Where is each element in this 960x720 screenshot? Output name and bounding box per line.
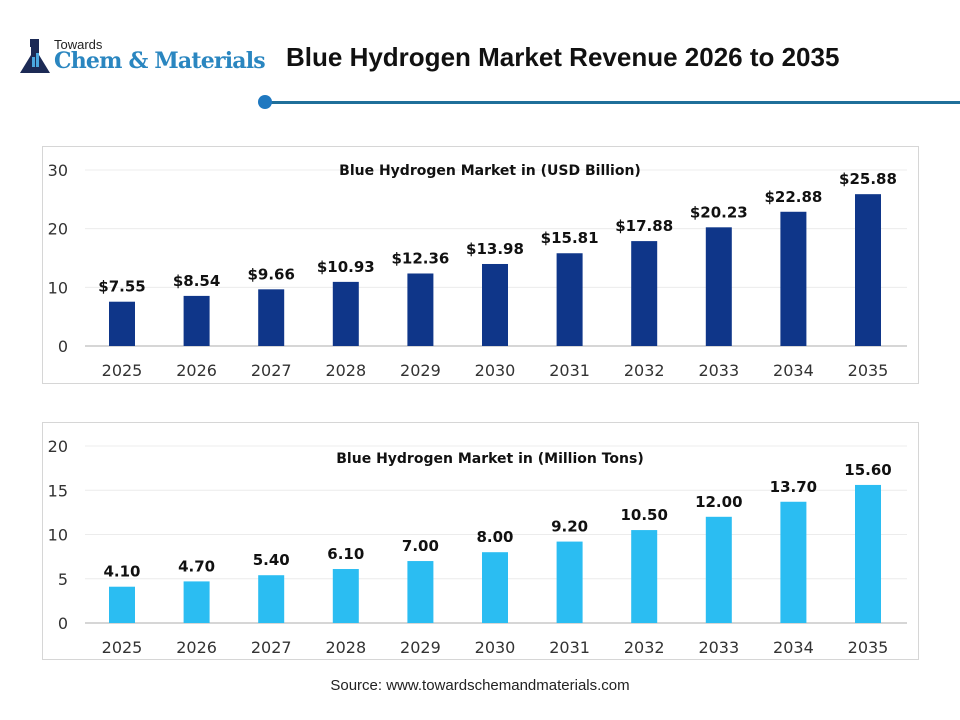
volume-bar [855,484,881,623]
volume-bar [705,516,732,623]
volume-xtick-label: 2027 [251,638,292,657]
revenue-xtick-label: 2026 [176,361,217,380]
volume-bar [109,586,135,623]
volume-xtick-label: 2026 [176,638,217,657]
revenue-bar [631,241,658,346]
volume-data-label: 10.50 [620,506,667,524]
revenue-xtick-label: 2031 [549,361,590,380]
revenue-xtick-label: 2034 [773,361,814,380]
volume-data-label: 5.40 [253,551,290,569]
revenue-data-label: $10.93 [317,258,375,276]
revenue-xtick-label: 2033 [698,361,739,380]
revenue-data-label: $20.23 [690,203,748,221]
revenue-xtick-label: 2030 [475,361,516,380]
volume-bar [631,530,658,623]
revenue-data-label: $9.66 [247,265,294,283]
revenue-data-label: $17.88 [615,217,673,235]
volume-ytick-label: 5 [58,570,68,589]
revenue-bar [482,263,508,346]
volume-xtick-label: 2025 [102,638,143,657]
volume-bar [407,561,434,623]
volume-xtick-label: 2030 [475,638,516,657]
revenue-bar [780,211,807,346]
revenue-bar [556,253,583,346]
volume-data-label: 15.60 [844,461,891,479]
volume-bar [332,569,359,623]
revenue-bar [332,281,359,346]
volume-data-label: 4.70 [178,557,215,575]
revenue-ytick-label: 0 [58,337,68,356]
volume-data-label: 7.00 [402,537,439,555]
volume-xtick-label: 2029 [400,638,441,657]
logo-line1: Towards [54,37,103,52]
volume-data-label: 4.10 [103,563,140,581]
revenue-xtick-label: 2029 [400,361,441,380]
volume-ytick-label: 10 [48,526,68,545]
volume-ytick-label: 0 [58,614,68,633]
revenue-bar [258,289,285,346]
volume-chart-frame [42,422,919,660]
revenue-ytick-label: 10 [48,278,68,297]
volume-bar [482,552,508,623]
volume-data-label: 6.10 [327,545,364,563]
volume-bar [183,581,210,623]
logo-line2: Chem & Materials [54,48,266,74]
title-divider [266,101,960,104]
revenue-xtick-label: 2032 [624,361,665,380]
revenue-xtick-label: 2035 [848,361,889,380]
source-note: Source: www.towardschemandmaterials.com [330,677,630,694]
volume-xtick-label: 2031 [549,638,590,657]
revenue-xtick-label: 2028 [325,361,366,380]
volume-data-label: 13.70 [770,478,817,496]
revenue-chart-title: Blue Hydrogen Market in (USD Billion) [339,163,641,179]
volume-bar [258,575,285,623]
revenue-bar [705,227,732,346]
revenue-data-label: $8.54 [173,272,220,290]
volume-xtick-label: 2033 [698,638,739,657]
revenue-chart-frame [42,146,919,384]
volume-xtick-label: 2035 [848,638,889,657]
page-title: Blue Hydrogen Market Revenue 2026 to 203… [286,42,840,72]
revenue-ytick-label: 20 [48,220,68,239]
volume-chart-title: Blue Hydrogen Market in (Million Tons) [336,451,643,467]
revenue-ytick-label: 30 [48,161,68,180]
revenue-bar [855,194,881,346]
divider-dot [258,95,272,109]
volume-ytick-label: 20 [48,437,68,456]
revenue-data-label: $12.36 [391,249,449,267]
revenue-bar [183,295,210,346]
revenue-bar [109,301,135,346]
flask-icon [20,39,50,73]
revenue-xtick-label: 2025 [102,361,143,380]
revenue-bar [407,273,434,346]
revenue-data-label: $22.88 [764,188,822,206]
volume-data-label: 9.20 [551,518,588,536]
revenue-data-label: $7.55 [98,278,145,296]
revenue-data-label: $13.98 [466,240,524,258]
volume-xtick-label: 2028 [325,638,366,657]
volume-bar [780,501,807,623]
revenue-data-label: $15.81 [541,229,599,247]
revenue-data-label: $25.88 [839,170,897,188]
volume-bar [556,541,583,623]
volume-xtick-label: 2034 [773,638,814,657]
revenue-xtick-label: 2027 [251,361,292,380]
volume-ytick-label: 15 [48,481,68,500]
volume-xtick-label: 2032 [624,638,665,657]
volume-data-label: 8.00 [476,528,513,546]
volume-data-label: 12.00 [695,493,742,511]
